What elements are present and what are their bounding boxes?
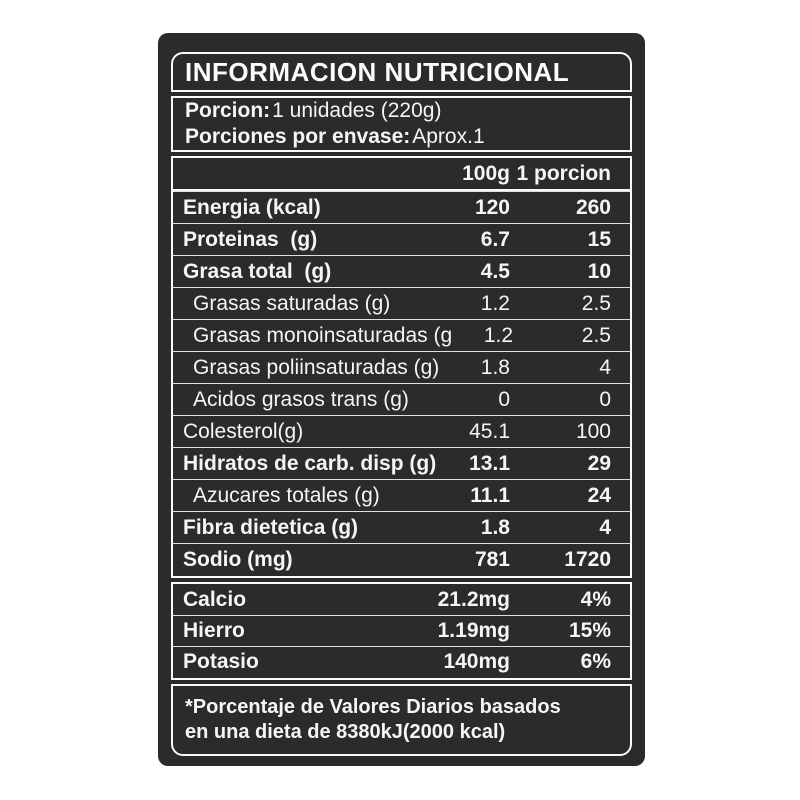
table-row-energia: Energia (kcal) 120 260 — [173, 191, 630, 223]
table-row-hidratos-carb: Hidratos de carb. disp (g) 13.1 29 — [173, 447, 630, 479]
column-header-porcion: 1 porcion — [516, 161, 611, 185]
nutrition-label-card: INFORMACION NUTRICIONAL Porcion:1 unidad… — [158, 33, 645, 766]
row-label: Acidos grasos trans (g) — [193, 387, 409, 411]
label-header: INFORMACION NUTRICIONAL — [171, 52, 632, 92]
table-row-grasas-saturadas: Grasas saturadas (g) 1.2 2.5 — [173, 287, 630, 319]
label-title: INFORMACION NUTRICIONAL — [185, 56, 570, 87]
row-label: Energia (kcal) — [183, 195, 321, 219]
mineral-label: Hierro — [183, 619, 245, 642]
serving-size-line: Porcion:1 unidades (220g) — [185, 98, 618, 124]
mineral-daily-value: 6% — [580, 650, 611, 673]
mineral-daily-value: 4% — [580, 587, 611, 611]
row-value-porcion: 2.5 — [581, 323, 611, 347]
row-value-100g: 1.2 — [480, 291, 510, 315]
mineral-amount: 21.2mg — [437, 587, 510, 611]
row-label: Grasas poliinsaturadas (g) — [193, 355, 440, 379]
serving-size-value: 1 unidades (220g) — [272, 99, 442, 122]
servings-per-container-line: Porciones por envase:Aprox.1 — [185, 124, 618, 150]
row-label: Grasa total (g) — [183, 259, 332, 283]
column-header-100g: 100g — [462, 161, 510, 185]
table-row-acidos-grasos-trans: Acidos grasos trans (g) 0 0 — [173, 383, 630, 415]
row-value-porcion: 29 — [587, 451, 611, 475]
mineral-row-calcio: Calcio 21.2mg 4% — [173, 584, 630, 615]
table-row-fibra-dietetica: Fibra dietetica (g) 1.8 4 — [173, 511, 630, 543]
servings-per-container-value: Aprox.1 — [412, 125, 485, 148]
footnote-line-2: en una dieta de 8380kJ(2000 kcal) — [185, 721, 506, 743]
mineral-amount: 140mg — [443, 650, 510, 673]
mineral-row-hierro: Hierro 1.19mg 15% — [173, 615, 630, 646]
table-row-colesterol: Colesterol(g) 45.1 100 — [173, 415, 630, 447]
footnote-line-1: *Porcentaje de Valores Diarios basados — [185, 696, 561, 718]
row-value-100g: 11.1 — [470, 483, 510, 507]
row-value-100g: 120 — [474, 195, 510, 219]
row-value-100g: 0 — [498, 387, 510, 411]
row-value-100g: 1.8 — [480, 355, 510, 379]
column-header-row: 100g 1 porcion — [173, 158, 630, 191]
serving-info-section: Porcion:1 unidades (220g) Porciones por … — [171, 96, 632, 152]
row-value-porcion: 4 — [599, 515, 611, 539]
row-label: Azucares totales (g) — [193, 483, 380, 507]
row-value-porcion: 10 — [587, 259, 611, 283]
row-value-porcion: 1720 — [564, 547, 611, 571]
row-value-porcion: 15 — [587, 227, 611, 251]
table-row-azucares-totales: Azucares totales (g) 11.1 24 — [173, 479, 630, 511]
row-value-100g: 781 — [474, 547, 510, 571]
row-label: Proteinas (g) — [183, 227, 318, 251]
row-value-porcion: 24 — [587, 483, 611, 507]
mineral-amount: 1.19mg — [437, 619, 510, 642]
table-row-grasa-total: Grasa total (g) 4.5 10 — [173, 255, 630, 287]
mineral-row-potasio: Potasio 140mg 6% — [173, 646, 630, 677]
row-label: Sodio (mg) — [183, 547, 293, 571]
row-value-porcion: 100 — [575, 419, 611, 443]
row-value-100g: 1.2 — [483, 323, 514, 347]
table-row-grasas-monoinsaturadas: Grasas monoinsaturadas (g) 1.2 2.5 — [173, 319, 630, 351]
row-value-100g: 6.7 — [480, 227, 510, 251]
row-label: Colesterol(g) — [183, 419, 304, 443]
row-value-100g: 1.8 — [480, 515, 510, 539]
serving-size-label: Porcion: — [185, 99, 271, 122]
nutrients-table: 100g 1 porcion Energia (kcal) 120 260 Pr… — [171, 156, 632, 578]
mineral-label: Potasio — [183, 650, 259, 673]
row-label: Hidratos de carb. disp (g) — [183, 451, 437, 475]
table-row-proteinas: Proteinas (g) 6.7 15 — [173, 223, 630, 255]
row-label: Fibra dietetica (g) — [183, 515, 359, 539]
servings-per-container-label: Porciones por envase: — [185, 125, 411, 148]
row-value-porcion: 260 — [575, 195, 611, 219]
row-value-100g: 4.5 — [480, 259, 510, 283]
table-row-sodio: Sodio (mg) 781 1720 — [173, 543, 630, 575]
row-value-porcion: 2.5 — [581, 291, 611, 315]
mineral-daily-value: 15% — [568, 619, 611, 642]
minerals-table: Calcio 21.2mg 4% Hierro 1.19mg 15% Potas… — [171, 582, 632, 680]
row-value-100g: 13.1 — [469, 451, 510, 475]
row-label: Grasas saturadas (g) — [193, 291, 391, 315]
row-value-porcion: 4 — [599, 355, 611, 379]
row-value-porcion: 0 — [599, 387, 611, 411]
row-label: Grasas monoinsaturadas (g) — [193, 323, 452, 347]
row-value-100g: 45.1 — [469, 419, 510, 443]
mineral-label: Calcio — [183, 587, 247, 611]
table-row-grasas-poliinsaturadas: Grasas poliinsaturadas (g) 1.8 4 — [173, 351, 630, 383]
daily-value-footnote: *Porcentaje de Valores Diarios basados e… — [171, 684, 632, 756]
